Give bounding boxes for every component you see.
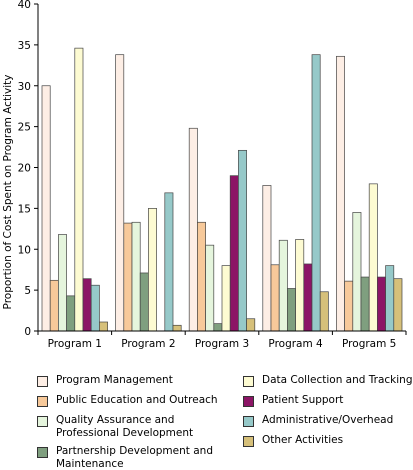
legend-swatch [243,416,254,427]
bar [41,85,51,332]
bar [352,212,362,332]
legend-label: Patient Support [262,394,344,406]
bar [139,272,149,332]
legend-item: Partnership Development and Maintenance [37,445,222,470]
legend-label: Administrative/Overhead [262,414,394,426]
bar [262,185,272,332]
legend-item: Patient Support [243,394,413,407]
x-tick-label: Program 2 [121,338,175,350]
bar [287,288,296,332]
y-tick-label: 25 [18,122,31,134]
bar [123,222,133,332]
bar [74,47,84,332]
legend-label: Program Management [56,374,173,386]
bar [164,192,174,332]
bar [238,149,247,332]
bar [336,55,345,332]
legend-item: Public Education and Outreach [37,394,237,407]
bar [311,54,321,332]
x-tick-label: Program 4 [268,338,323,350]
bar [385,265,395,332]
x-tick-label: Program 5 [342,338,396,350]
bar [344,280,354,332]
y-tick-label: 10 [18,244,31,256]
bar [393,278,403,332]
bar [148,208,157,332]
bar [188,127,198,332]
bar [58,234,67,332]
bar [172,324,182,332]
y-tick-label: 20 [18,163,31,175]
bar [213,323,223,332]
y-axis-label: Proportion of Cost Spent on Program Acti… [2,75,14,310]
bar [131,221,141,332]
legend-swatch [37,416,48,427]
bar [99,321,108,332]
y-tick-label: 40 [18,0,31,11]
bar [82,278,92,332]
bar [66,295,76,332]
bar [90,284,100,332]
bar [368,183,378,332]
legend-swatch [243,436,254,447]
y-tick-label: 5 [24,285,31,297]
y-tick-label: 15 [18,203,31,215]
x-tick-label: Program 3 [195,338,249,350]
legend-label: Data Collection and Tracking [262,374,413,386]
legend-item: Program Management [37,374,237,387]
legend-item: Data Collection and Tracking [243,374,413,387]
legend-item: Administrative/Overhead [243,414,413,427]
legend-swatch [37,396,48,407]
legend-swatch [37,376,48,387]
bar [246,318,256,332]
x-axis: Program 1 Program 2 Program 3 Program 4 Prog… [37,330,407,350]
legend-label: Quality Assurance and Professional Devel… [56,414,194,439]
x-tick-label: Program 1 [48,338,102,350]
legend-item: Quality Assurance and Professional Devel… [37,414,222,439]
legend-label: Public Education and Outreach [56,394,218,406]
y-tick-label: 0 [24,326,31,338]
bar [295,239,305,332]
chart-legend: Program Management Public Education and O… [0,370,413,470]
y-axis: 0 5 10 15 20 25 30 35 40 [18,0,39,338]
bar [197,221,206,332]
legend-label: Partnership Development and Maintenance [56,445,213,470]
legend-swatch [243,396,254,407]
bar [319,291,329,332]
bars [41,47,403,332]
bar [115,54,125,332]
bar [303,263,313,332]
legend-swatch [243,376,254,387]
bar [205,244,215,332]
bar [377,276,386,332]
y-tick-label: 30 [18,81,31,93]
bar [221,265,231,332]
legend-swatch [37,447,48,458]
bar [278,239,288,332]
legend-item: Other Activities [243,434,413,447]
y-tick-label: 35 [18,40,31,52]
bar [270,264,280,332]
bar [229,175,239,332]
bar [360,276,370,332]
bar [49,279,59,332]
legend-label: Other Activities [262,434,344,446]
